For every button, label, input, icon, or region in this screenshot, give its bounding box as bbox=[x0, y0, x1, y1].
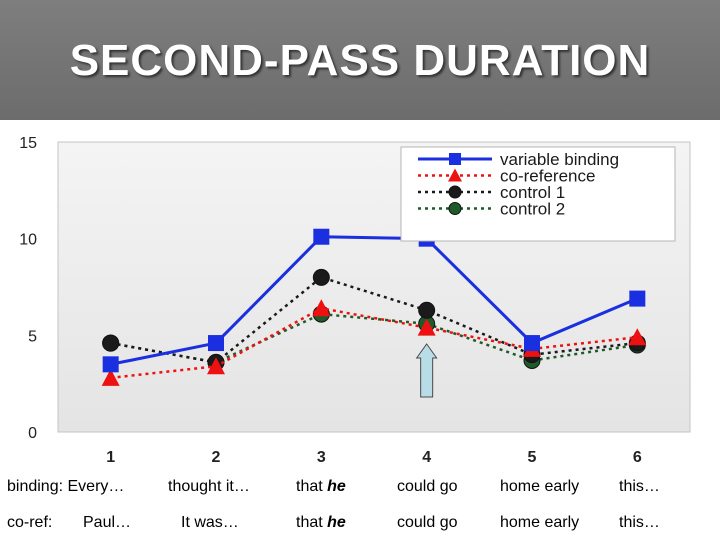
data-point bbox=[629, 290, 646, 307]
region-6-word: this… bbox=[619, 478, 660, 495]
data-point bbox=[418, 301, 436, 319]
legend-marker bbox=[448, 168, 462, 182]
legend-marker bbox=[448, 202, 462, 215]
data-point bbox=[524, 335, 540, 352]
up-arrow-icon bbox=[415, 343, 438, 398]
region-2-word: It was… bbox=[181, 514, 239, 531]
y-tick-label: 15 bbox=[19, 135, 37, 152]
line-chart: 0 5 10 15 1 2 3 4 5 6 variable bindingco-referenc… bbox=[0, 120, 720, 470]
data-point bbox=[102, 334, 120, 352]
region-5-word: home early bbox=[500, 478, 580, 495]
legend-label: co-reference bbox=[500, 167, 595, 186]
y-tick-label: 10 bbox=[19, 232, 37, 249]
region-3-pronoun: he bbox=[327, 514, 346, 531]
data-point bbox=[312, 299, 331, 317]
region-4-word: could go bbox=[397, 514, 458, 531]
slide-title: SECOND-PASS DURATION bbox=[69, 36, 651, 85]
x-tick-label: 1 bbox=[106, 449, 115, 466]
region-1-word: Paul… bbox=[83, 514, 132, 531]
slide-header: SECOND-PASS DURATION bbox=[0, 0, 720, 120]
legend-label: control 1 bbox=[500, 183, 565, 202]
series-line bbox=[110, 312, 638, 364]
region-3-pronoun: he bbox=[327, 478, 346, 495]
x-tick-label: 4 bbox=[422, 449, 431, 466]
x-tick-label: 5 bbox=[528, 449, 537, 466]
data-point bbox=[417, 318, 436, 336]
legend-label: control 2 bbox=[500, 200, 565, 219]
legend-label: variable binding bbox=[500, 150, 619, 169]
binding-label: binding: Every… bbox=[7, 478, 125, 495]
series-line bbox=[110, 276, 638, 364]
region-3-word: that he bbox=[296, 478, 346, 496]
region-6-word: this… bbox=[619, 514, 660, 531]
region-3-that: that bbox=[296, 478, 328, 495]
y-tick-label: 5 bbox=[28, 328, 37, 345]
data-point bbox=[312, 268, 330, 286]
binding-sentence-row: binding: Every… thought it… that he coul… bbox=[0, 478, 720, 508]
data-point bbox=[207, 357, 225, 375]
coref-label: co-ref: bbox=[7, 514, 53, 531]
x-tick-label: 3 bbox=[317, 449, 326, 466]
y-tick-label: 0 bbox=[28, 425, 37, 442]
region-3-that: that bbox=[296, 514, 328, 531]
data-point bbox=[313, 228, 330, 245]
series-line bbox=[110, 235, 638, 366]
region-4-word: could go bbox=[397, 478, 458, 495]
series-group bbox=[101, 228, 647, 386]
data-point bbox=[628, 328, 647, 346]
data-point bbox=[101, 368, 120, 386]
legend-marker bbox=[449, 153, 461, 165]
x-tick-label: 2 bbox=[212, 449, 221, 466]
data-point bbox=[102, 356, 119, 373]
legend-box bbox=[400, 146, 676, 242]
x-tick-label: 6 bbox=[633, 449, 642, 466]
coref-sentence-row: co-ref: Paul… It was… that he could go h… bbox=[0, 514, 720, 544]
legend-marker bbox=[448, 185, 462, 199]
region-3-word: that he bbox=[296, 514, 346, 532]
region-5-word: home early bbox=[500, 514, 580, 531]
annotation-arrow bbox=[415, 343, 438, 398]
data-point bbox=[208, 335, 224, 352]
region-2-word: thought it… bbox=[168, 478, 250, 495]
axis-tick-labels: 0 5 10 15 1 2 3 4 5 6 bbox=[19, 135, 642, 466]
